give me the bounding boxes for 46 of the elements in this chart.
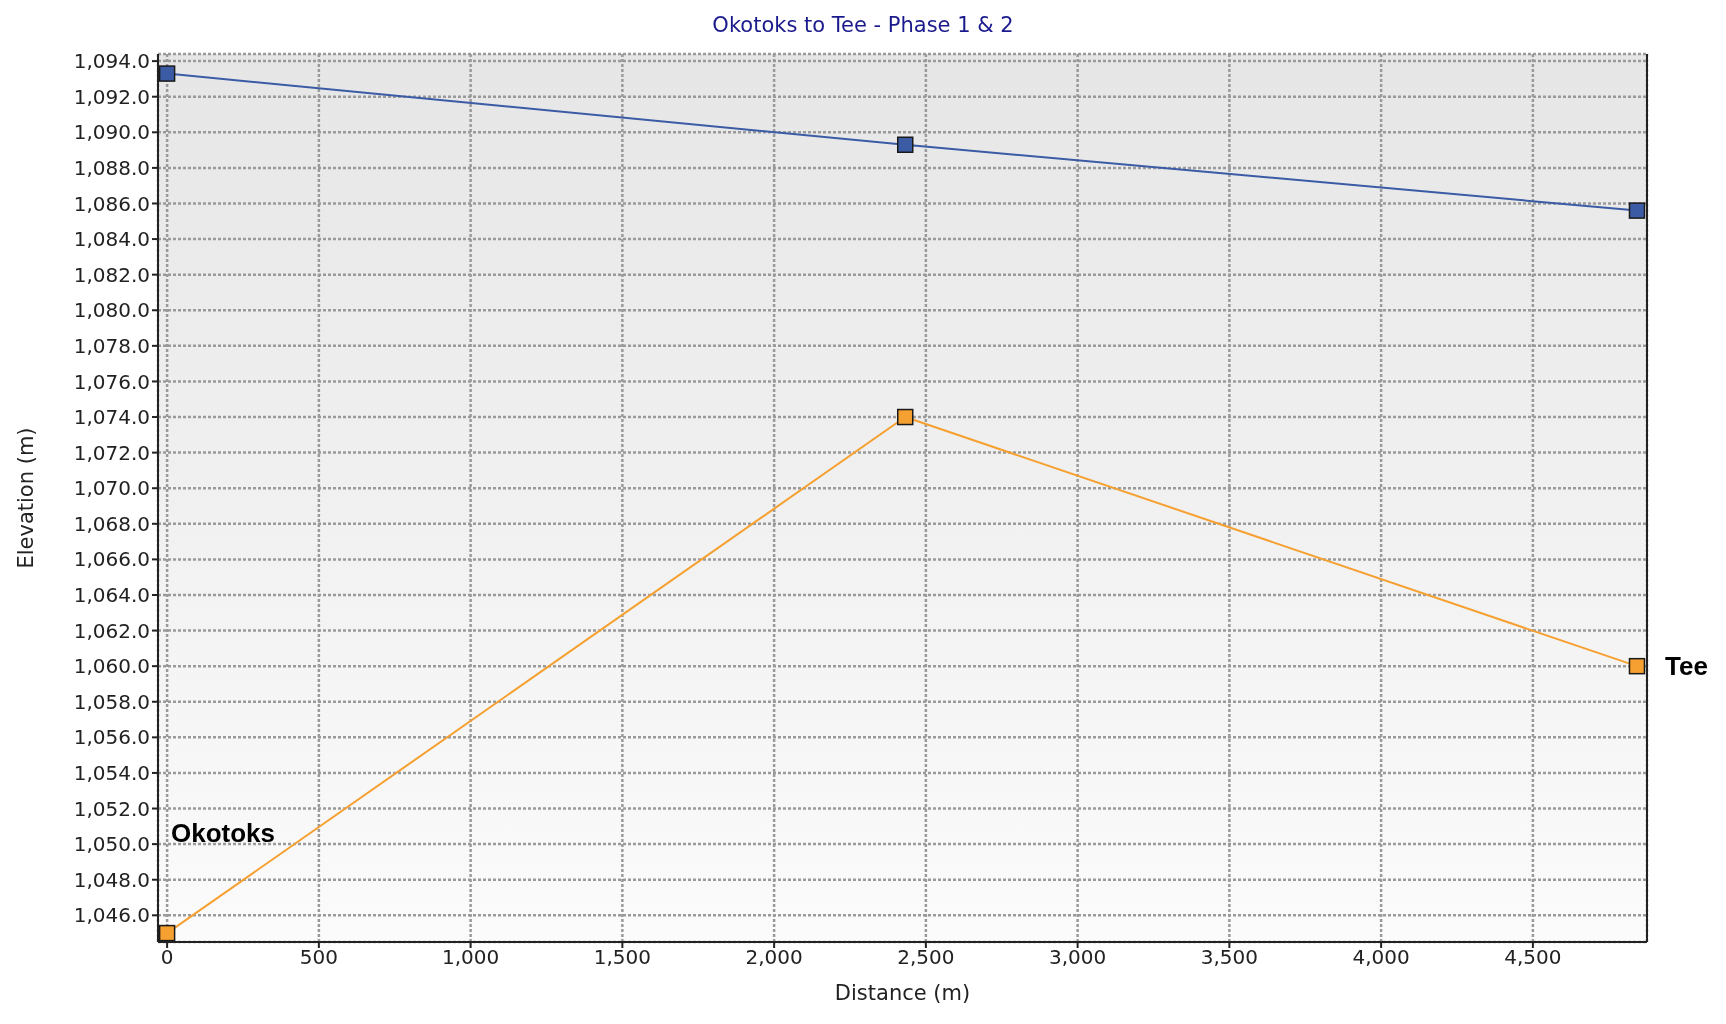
y-tick-label: 1,092.0 <box>73 84 150 109</box>
y-tick-label: 1,062.0 <box>73 618 150 643</box>
y-tick-label: 1,074.0 <box>73 405 150 430</box>
x-tick-label: 2,000 <box>745 945 803 970</box>
y-tick-label: 1,048.0 <box>73 867 150 892</box>
y-tick-label: 1,066.0 <box>73 547 150 572</box>
annotation: Okotoks <box>171 818 276 849</box>
x-tick-label: 4,000 <box>1352 945 1410 970</box>
x-tick-label: 1,500 <box>593 945 651 970</box>
y-tick-label: 1,094.0 <box>73 49 150 74</box>
y-tick-label: 1,072.0 <box>73 440 150 465</box>
x-tick-label: 3,500 <box>1200 945 1259 970</box>
y-tick-label: 1,070.0 <box>73 476 150 501</box>
point <box>1628 202 1646 219</box>
y-tick-label: 1,056.0 <box>73 725 150 750</box>
y-tick-label: 1,080.0 <box>73 298 150 323</box>
x-tick-label: 2,500 <box>897 945 955 970</box>
x-tick-label: 4,500 <box>1504 945 1562 970</box>
y-tick-label: 1,050.0 <box>73 832 150 857</box>
point <box>1628 657 1646 675</box>
x-tick-label: 500 <box>299 945 338 970</box>
x-axis-title: Distance (m) <box>834 981 971 1005</box>
x-tick-label: 0 <box>160 945 174 970</box>
y-tick-label: 1,082.0 <box>73 262 150 287</box>
y-axis-title: Elevation (m) <box>14 427 39 569</box>
point <box>896 408 914 426</box>
y-tick-label: 1,058.0 <box>73 689 150 714</box>
y-tick-label: 1,084.0 <box>73 227 150 252</box>
y-tick-label: 1,086.0 <box>73 191 150 216</box>
y-tick-label: 1,076.0 <box>73 369 150 394</box>
chart-title: Okotoks to Tee - Phase 1 & 2 <box>711 12 1015 39</box>
annotation: Tee <box>1664 651 1708 682</box>
x-tick-label: 1,000 <box>441 945 500 970</box>
point <box>896 136 914 154</box>
x-tick-label: 3,000 <box>1048 945 1107 970</box>
point <box>158 65 176 82</box>
y-tick-label: 1,088.0 <box>73 155 150 180</box>
point <box>158 924 176 942</box>
y-tick-label: 1,090.0 <box>73 120 150 145</box>
y-tick-label: 1,068.0 <box>73 511 150 536</box>
y-tick-label: 1,078.0 <box>73 333 150 358</box>
y-tick-label: 1,064.0 <box>73 583 150 608</box>
y-tick-label: 1,046.0 <box>73 903 150 928</box>
y-tick-label: 1,060.0 <box>73 654 150 679</box>
y-tick-label: 1,054.0 <box>73 761 150 786</box>
y-tick-label: 1,052.0 <box>73 796 150 821</box>
